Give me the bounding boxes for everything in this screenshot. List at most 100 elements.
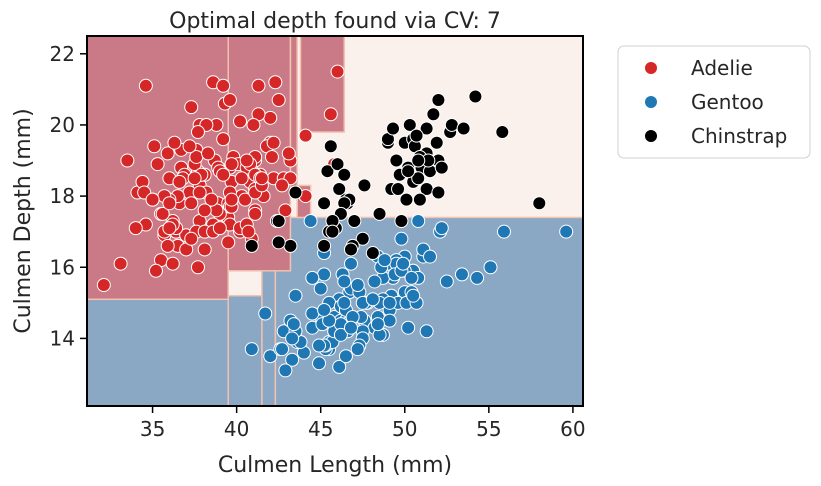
- point-chinstrap: [372, 206, 387, 221]
- point-adelie: [234, 171, 249, 186]
- point-adelie: [323, 107, 338, 122]
- point-gentoo: [434, 221, 449, 236]
- point-gentoo: [305, 306, 320, 321]
- region-adelie-7: [299, 36, 345, 133]
- point-gentoo: [278, 363, 293, 378]
- point-gentoo: [377, 253, 392, 268]
- x-tick-label: 45: [308, 417, 333, 441]
- point-gentoo: [258, 306, 273, 321]
- point-adelie: [266, 135, 281, 150]
- x-tick-label: 35: [140, 417, 165, 441]
- point-gentoo: [559, 224, 574, 239]
- point-adelie: [298, 128, 313, 143]
- point-adelie: [145, 192, 160, 207]
- point-chinstrap: [412, 192, 427, 207]
- point-chinstrap: [325, 224, 340, 239]
- point-adelie: [190, 125, 205, 140]
- point-chinstrap: [337, 167, 352, 182]
- legend-marker-gentoo: [645, 96, 657, 108]
- point-adelie: [263, 110, 278, 125]
- point-gentoo: [286, 317, 301, 332]
- point-chinstrap: [320, 164, 335, 179]
- point-adelie: [233, 114, 248, 129]
- point-gentoo: [337, 295, 352, 310]
- point-gentoo: [312, 356, 327, 371]
- point-adelie: [162, 221, 177, 236]
- point-adelie: [222, 93, 237, 108]
- point-chinstrap: [426, 107, 441, 122]
- point-chinstrap: [330, 157, 345, 172]
- point-adelie: [162, 196, 177, 211]
- point-chinstrap: [365, 246, 380, 261]
- region-gentoo-2: [261, 255, 277, 406]
- y-tick-label: 20: [50, 113, 75, 137]
- point-gentoo: [288, 288, 303, 303]
- point-adelie: [330, 64, 345, 79]
- point-adelie: [212, 221, 227, 236]
- point-chinstrap: [271, 235, 286, 250]
- point-chinstrap: [323, 139, 338, 154]
- point-adelie: [251, 78, 266, 93]
- point-adelie: [224, 157, 239, 172]
- point-adelie: [187, 171, 202, 186]
- point-gentoo: [275, 342, 290, 357]
- point-adelie: [182, 139, 197, 154]
- point-chinstrap: [283, 238, 298, 253]
- point-gentoo: [337, 274, 352, 289]
- point-adelie: [184, 196, 199, 211]
- point-chinstrap: [386, 121, 401, 136]
- point-adelie: [281, 146, 296, 161]
- point-gentoo: [367, 274, 382, 289]
- point-chinstrap: [411, 153, 426, 168]
- point-chinstrap: [391, 181, 406, 196]
- point-adelie: [113, 256, 128, 271]
- point-adelie: [160, 238, 175, 253]
- point-adelie: [120, 153, 135, 168]
- point-gentoo: [332, 359, 347, 374]
- point-gentoo: [313, 281, 328, 296]
- point-chinstrap: [347, 214, 362, 228]
- point-chinstrap: [401, 164, 416, 179]
- point-gentoo: [350, 278, 365, 293]
- point-adelie: [216, 167, 231, 182]
- point-chinstrap: [431, 185, 446, 200]
- legend-marker-adelie: [645, 62, 657, 74]
- legend-marker-chinstrap: [645, 130, 657, 142]
- point-chinstrap: [332, 181, 347, 196]
- point-gentoo: [382, 295, 397, 310]
- point-adelie: [201, 146, 216, 161]
- x-tick-label: 50: [392, 417, 417, 441]
- point-adelie: [167, 135, 182, 150]
- plot-frame: [86, 35, 584, 407]
- x-tick-label: 40: [224, 417, 249, 441]
- point-chinstrap: [399, 192, 414, 207]
- point-chinstrap: [402, 117, 417, 132]
- x-axis: 35 40 45 50 55 60: [140, 406, 586, 441]
- scatter-points: [96, 64, 574, 378]
- point-adelie: [148, 263, 163, 278]
- point-chinstrap: [288, 185, 303, 200]
- point-chinstrap: [244, 238, 259, 253]
- x-tick-label: 60: [560, 417, 585, 441]
- point-chinstrap: [317, 196, 332, 211]
- point-adelie: [160, 146, 175, 161]
- point-gentoo: [483, 260, 498, 275]
- point-adelie: [96, 278, 111, 293]
- point-chinstrap: [431, 93, 446, 108]
- y-axis: 14 16 18 20 22: [50, 42, 87, 350]
- point-chinstrap: [357, 178, 372, 193]
- point-adelie: [271, 93, 286, 108]
- legend-box: [617, 45, 811, 159]
- y-tick-label: 22: [50, 42, 75, 66]
- x-tick-label: 55: [476, 417, 501, 441]
- point-gentoo: [496, 224, 511, 239]
- point-gentoo: [303, 214, 318, 228]
- x-axis-label: Culmen Length (mm): [218, 453, 452, 478]
- point-adelie: [192, 185, 207, 200]
- point-gentoo: [244, 342, 259, 357]
- point-gentoo: [285, 331, 300, 346]
- point-gentoo: [422, 249, 437, 264]
- point-adelie: [248, 206, 263, 221]
- point-gentoo: [305, 270, 320, 285]
